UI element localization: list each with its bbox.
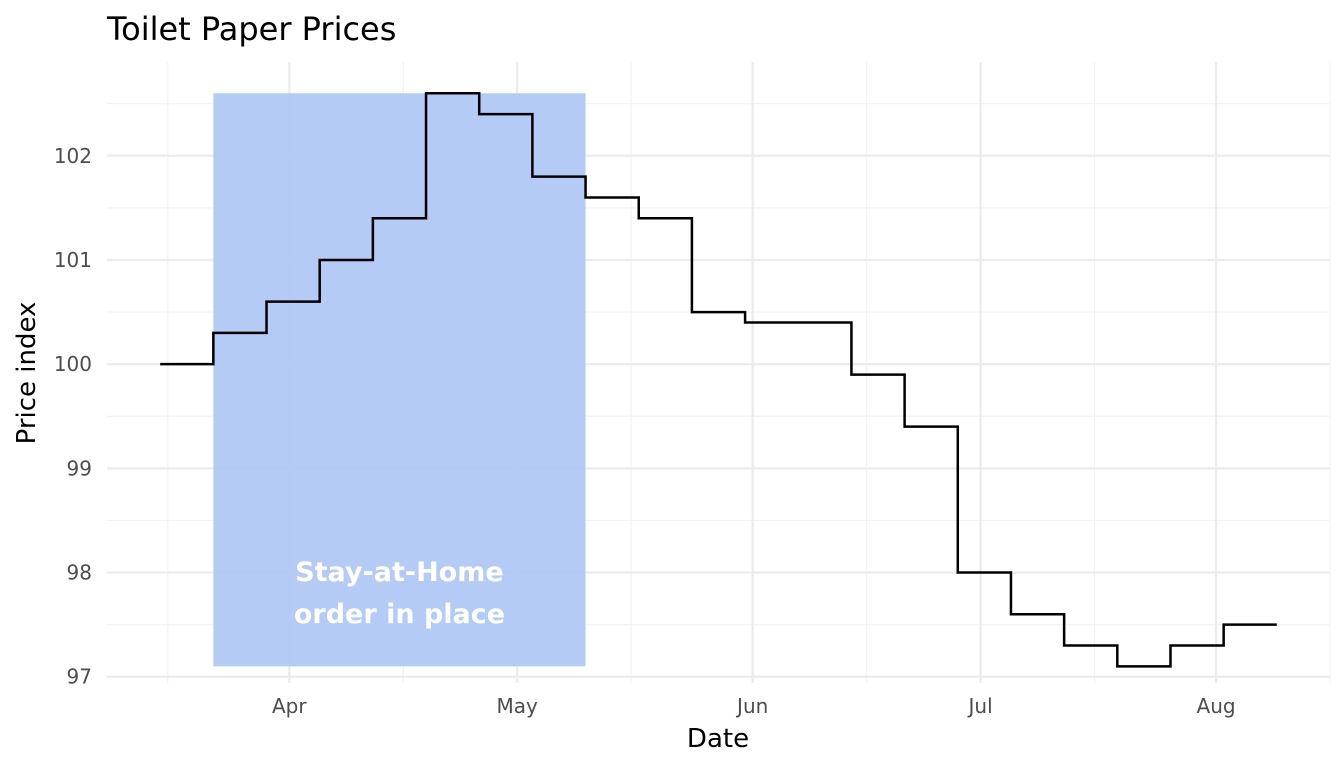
annotation-text-line: order in place	[294, 599, 505, 630]
x-tick-label: Jun	[735, 694, 768, 718]
annotation-layer: Stay-at-Home order in place	[213, 93, 586, 667]
x-axis-tick-labels: Apr May Jun Jul Aug	[272, 694, 1236, 718]
y-tick-label: 102	[54, 144, 92, 168]
y-axis-title: Price index	[12, 302, 42, 445]
x-tick-label: Jul	[967, 694, 993, 718]
annotation-text-line: Stay-at-Home	[295, 557, 503, 588]
x-tick-label: Aug	[1197, 694, 1236, 718]
y-tick-label: 99	[67, 456, 92, 480]
x-tick-label: May	[497, 694, 539, 718]
y-axis-tick-labels: 97 98 99 100 101 102	[54, 144, 92, 689]
chart-title: Toilet Paper Prices	[106, 10, 396, 48]
x-tick-label: Apr	[272, 694, 307, 718]
series-layer	[160, 92, 1277, 668]
y-tick-label: 98	[67, 561, 92, 585]
y-tick-label: 101	[54, 248, 92, 272]
x-axis-title: Date	[687, 724, 749, 754]
stay-at-home-region	[213, 93, 586, 667]
y-tick-label: 97	[67, 665, 92, 689]
price-index-step-line	[160, 92, 1277, 668]
y-tick-label: 100	[54, 352, 92, 376]
